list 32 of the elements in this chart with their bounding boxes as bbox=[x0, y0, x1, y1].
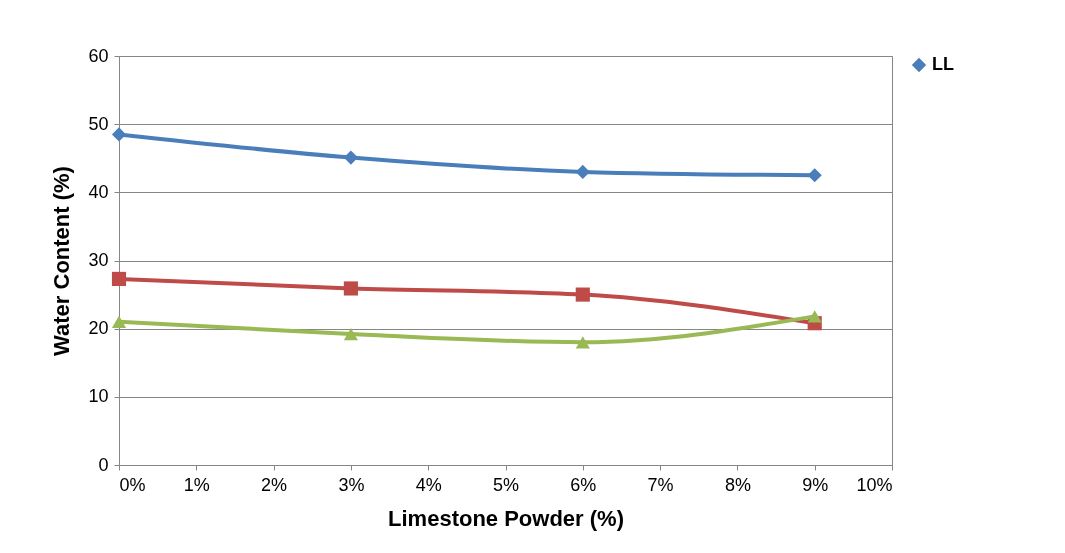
x-axis-title: Limestone Powder (%) bbox=[388, 505, 624, 531]
point bbox=[111, 127, 127, 142]
x-tick-label: 5% bbox=[492, 474, 520, 495]
point bbox=[111, 271, 127, 286]
x-tick-label: 1% bbox=[183, 474, 210, 495]
point bbox=[807, 310, 822, 323]
point bbox=[343, 150, 358, 165]
y-tick-label: 0 bbox=[98, 454, 109, 475]
x-tick-label: 8% bbox=[724, 474, 751, 495]
point bbox=[343, 281, 358, 296]
point bbox=[575, 336, 590, 349]
x-tick-label: 10% bbox=[856, 474, 893, 495]
point bbox=[807, 168, 822, 183]
y-tick-label: 50 bbox=[88, 113, 109, 134]
y-tick-label: 40 bbox=[88, 181, 109, 202]
y-tick-label: 30 bbox=[88, 250, 109, 270]
point bbox=[111, 315, 127, 328]
y-axis-title: Water Content (%) bbox=[49, 166, 75, 356]
legend-label: LL bbox=[932, 54, 954, 74]
x-tick-label: 2% bbox=[261, 474, 288, 495]
x-tick-label: 4% bbox=[415, 474, 442, 495]
x-tick-label: 3% bbox=[338, 474, 365, 495]
x-tick-label: 9% bbox=[802, 474, 829, 495]
point bbox=[575, 164, 590, 179]
x-tick-label: 0% bbox=[119, 474, 146, 495]
y-tick-label: 10 bbox=[88, 386, 109, 407]
point bbox=[575, 287, 590, 302]
x-tick-label: 6% bbox=[570, 474, 597, 495]
y-tick-label: 60 bbox=[88, 45, 109, 66]
point bbox=[343, 328, 358, 341]
y-tick-label: 20 bbox=[88, 318, 109, 339]
x-tick-label: 7% bbox=[647, 474, 674, 495]
